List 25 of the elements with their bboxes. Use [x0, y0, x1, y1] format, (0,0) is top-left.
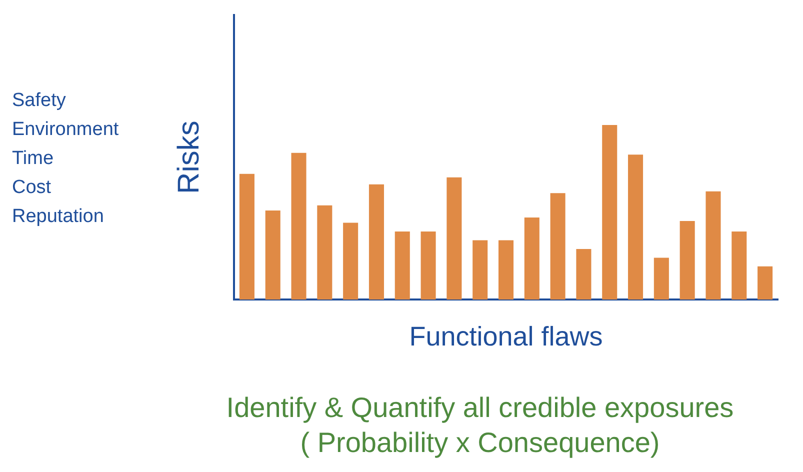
bar [576, 248, 592, 300]
bar [291, 152, 306, 300]
text: Safety Environment Time Cost Reputation [12, 89, 119, 229]
bar [472, 240, 488, 300]
bar [343, 222, 358, 300]
y-axis-title: Risks [172, 120, 206, 194]
bar [524, 218, 540, 300]
bar [602, 125, 618, 300]
x-axis-title: Functional flaws [409, 321, 603, 352]
bar [550, 193, 566, 300]
bar [368, 184, 384, 300]
bar [680, 221, 695, 300]
bar [732, 232, 747, 300]
bar [758, 266, 773, 300]
text: Identify & Quantify all credible exposures ( Probability x Consequence) [225, 391, 735, 460]
bar [498, 240, 514, 300]
bar [317, 205, 332, 300]
bar [654, 258, 669, 300]
bar [446, 177, 462, 300]
bar [706, 191, 721, 300]
bar [265, 210, 280, 300]
bar [628, 154, 644, 300]
bar [420, 232, 436, 300]
bar [394, 232, 410, 300]
bar [239, 174, 254, 300]
